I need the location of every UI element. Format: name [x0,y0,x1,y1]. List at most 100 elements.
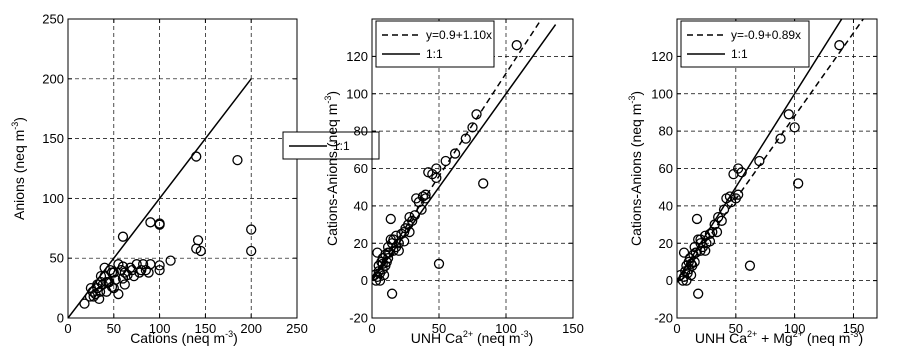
data-point [725,196,737,208]
data-point [431,172,442,183]
data-point [683,264,694,275]
x-tick-label: 100 [149,321,171,336]
data-point [385,213,396,225]
y-axis-label: Anions (neq m-3) [10,117,27,220]
data-point [246,245,257,257]
legend: y=0.9+1.10x 1:1 [375,20,495,68]
x-tick-label: 50 [729,321,743,336]
plot-area [372,5,557,299]
data-point [690,247,701,258]
data-point [467,122,478,133]
data-point [728,168,739,180]
y-tick-label: -20 [349,311,368,326]
plot-area [68,78,257,318]
data-point [440,155,451,167]
data-point [511,40,522,51]
data-point [409,210,421,221]
data-point [460,133,471,144]
data-point [393,245,404,256]
data-point [388,234,399,245]
data-point [685,258,697,269]
data-point [117,273,129,284]
data-point [711,226,723,238]
data-point [417,191,429,202]
y-tick-label: 80 [659,124,673,139]
x-axis-label: UNH Ca2+ (neq m-3) [411,329,534,346]
data-point [713,211,724,223]
data-point [79,298,90,309]
y-tick-label: 200 [42,71,64,86]
data-point [744,260,756,271]
data-point [548,5,557,14]
data-point [404,226,415,238]
data-point [733,163,744,174]
data-point [695,234,706,245]
data-point [407,215,418,226]
data-point [420,193,431,204]
y-tick-label: 0 [361,273,368,288]
legend-label: y=-0.9+0.89x [731,28,801,42]
data-point [128,270,140,282]
y-tick-label: 120 [651,49,673,64]
data-point [433,258,445,269]
data-point [117,261,129,272]
y-tick-label: 20 [659,236,673,251]
y-tick-label: 80 [354,124,368,139]
legend: y=-0.9+0.89x 1:1 [680,20,810,68]
legend: 1:1 [282,131,380,160]
data-point [382,247,394,258]
data-point [707,226,718,238]
data-point [232,154,243,166]
data-point [704,236,716,247]
data-point [471,109,482,120]
data-point [95,270,107,282]
legend-box [680,20,810,68]
x-tick-label: 100 [495,321,517,336]
data-point [700,245,711,256]
plot-area [677,19,865,299]
data-point [733,189,744,200]
x-axis-label: UNH Ca2+ + Mg2+ (neq m-3) [695,329,863,346]
data-point [99,262,110,273]
fit-line [372,19,543,280]
legend-label: 1:1 [333,139,350,153]
x-tick-label: 0 [64,321,71,336]
data-point [88,291,99,302]
data-point [681,275,692,286]
data-point [399,236,410,247]
x-tick-label: 250 [286,321,308,336]
data-point [154,260,165,271]
y-tick-label: 20 [354,236,368,251]
data-point [154,219,165,230]
data-point [191,151,202,162]
data-point [718,204,730,215]
data-point [136,265,147,276]
data-point [93,293,105,305]
y-tick-label: 40 [659,198,673,213]
data-point [693,288,704,299]
data-point [793,178,804,189]
x-tick-label: 150 [562,321,584,336]
data-point [246,224,257,235]
y-axis-label: Cations-Anions (neq m-3) [323,91,340,246]
y-tick-label: 150 [42,131,64,146]
data-point [678,247,690,258]
data-point [783,109,794,120]
data-point [108,267,119,278]
y-tick-label: 0 [57,311,64,326]
data-point [372,247,383,258]
data-point [137,259,149,270]
data-point [736,167,747,178]
data-point [449,148,461,159]
x-tick-label: 50 [432,321,446,336]
x-tick-label: 50 [107,321,121,336]
data-point [789,122,800,133]
data-point [775,133,786,144]
data-point [377,258,388,269]
x-tick-label: 0 [673,321,680,336]
data-point [416,204,427,215]
y-tick-label: 100 [651,86,673,101]
